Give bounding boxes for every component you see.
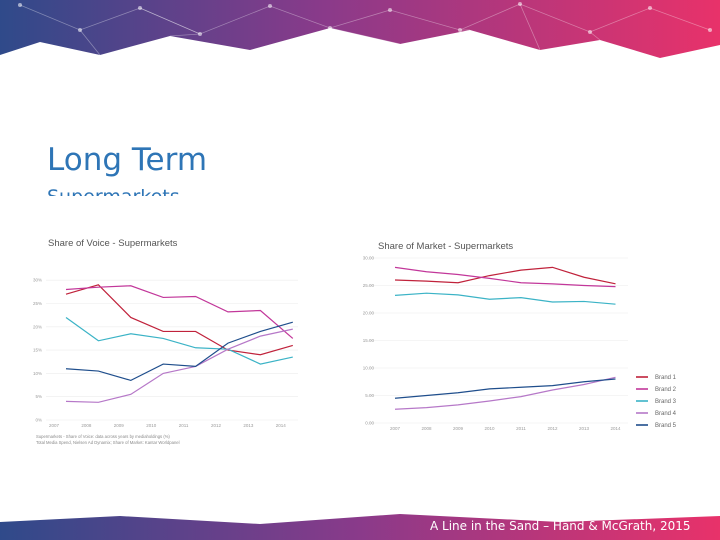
som-series-line-3 — [394, 292, 616, 305]
footer-band — [0, 514, 720, 540]
x-tick-label: 2013 — [579, 426, 590, 431]
x-tick-label: 2009 — [114, 423, 125, 428]
x-tick-label: 2007 — [49, 423, 60, 428]
sov-series-line-2 — [65, 285, 294, 339]
charts-figure: Share of Voice - Supermarkets 0% 5% 10% 15% 2… — [28, 196, 692, 452]
x-tick-label: 2010 — [146, 423, 157, 428]
sov-series-line-4 — [65, 328, 293, 403]
chart-note: Total Media Spend, Nielsen Ad Dynamix; S… — [36, 440, 180, 445]
legend-label: Brand 4 — [655, 411, 677, 417]
legend-label: Brand 1 — [655, 375, 677, 381]
y-tick-label: 25.00 — [363, 283, 375, 288]
x-tick-label: 2011 — [179, 423, 189, 428]
y-tick-label: 0.00 — [365, 421, 374, 426]
legend-label: Brand 3 — [655, 399, 677, 405]
x-tick-label: 2009 — [453, 426, 464, 431]
y-tick-label: 15% — [33, 348, 42, 353]
som-series-line-1 — [394, 266, 616, 285]
x-tick-label: 2014 — [610, 426, 621, 431]
figure-background — [28, 196, 692, 452]
y-tick-label: 5% — [35, 394, 42, 399]
legend-label: Brand 5 — [655, 423, 677, 429]
share-of-voice-chart: Share of Voice - Supermarkets 0% 5% 10% 15% 2… — [33, 238, 298, 445]
x-tick-label: 2008 — [81, 423, 92, 428]
decorative-banner — [0, 0, 720, 58]
sov-series-line-1 — [65, 284, 293, 356]
y-tick-label: 10% — [33, 371, 42, 376]
x-tick-label: 2008 — [421, 426, 432, 431]
sov-series-line-5 — [65, 321, 293, 382]
y-tick-label: 30% — [33, 278, 42, 283]
share-of-market-chart: Share of Market - Supermarkets 0.00 5.00 10… — [363, 241, 677, 431]
y-tick-label: 15.00 — [363, 338, 375, 343]
y-tick-label: 0% — [35, 418, 42, 423]
y-tick-label: 10.00 — [363, 366, 375, 371]
chart-title: Share of Market - Supermarkets — [378, 241, 513, 252]
som-series-line-4 — [394, 376, 616, 410]
x-tick-label: 2012 — [547, 426, 558, 431]
footer-citation: A Line in the Sand – Hand & McGrath, 201… — [430, 519, 691, 533]
slide-title: Long Term — [47, 142, 208, 178]
y-tick-label: 25% — [33, 301, 42, 306]
x-tick-label: 2012 — [211, 423, 222, 428]
chart-title: Share of Voice - Supermarkets — [48, 238, 178, 249]
y-tick-label: 30.00 — [363, 256, 375, 261]
y-tick-label: 20% — [33, 324, 42, 329]
x-tick-label: 2011 — [516, 426, 526, 431]
som-series-line-5 — [394, 378, 616, 399]
x-tick-label: 2013 — [243, 423, 254, 428]
som-series-line-2 — [394, 266, 616, 288]
y-tick-label: 20.00 — [363, 311, 375, 316]
x-tick-label: 2014 — [276, 423, 287, 428]
legend-label: Brand 2 — [655, 387, 677, 393]
sov-series-line-3 — [65, 316, 293, 365]
y-tick-label: 5.00 — [365, 393, 374, 398]
x-tick-label: 2010 — [484, 426, 495, 431]
x-tick-label: 2007 — [390, 426, 401, 431]
chart-note: Supermarkets - Share of Voice: data acro… — [36, 434, 170, 439]
